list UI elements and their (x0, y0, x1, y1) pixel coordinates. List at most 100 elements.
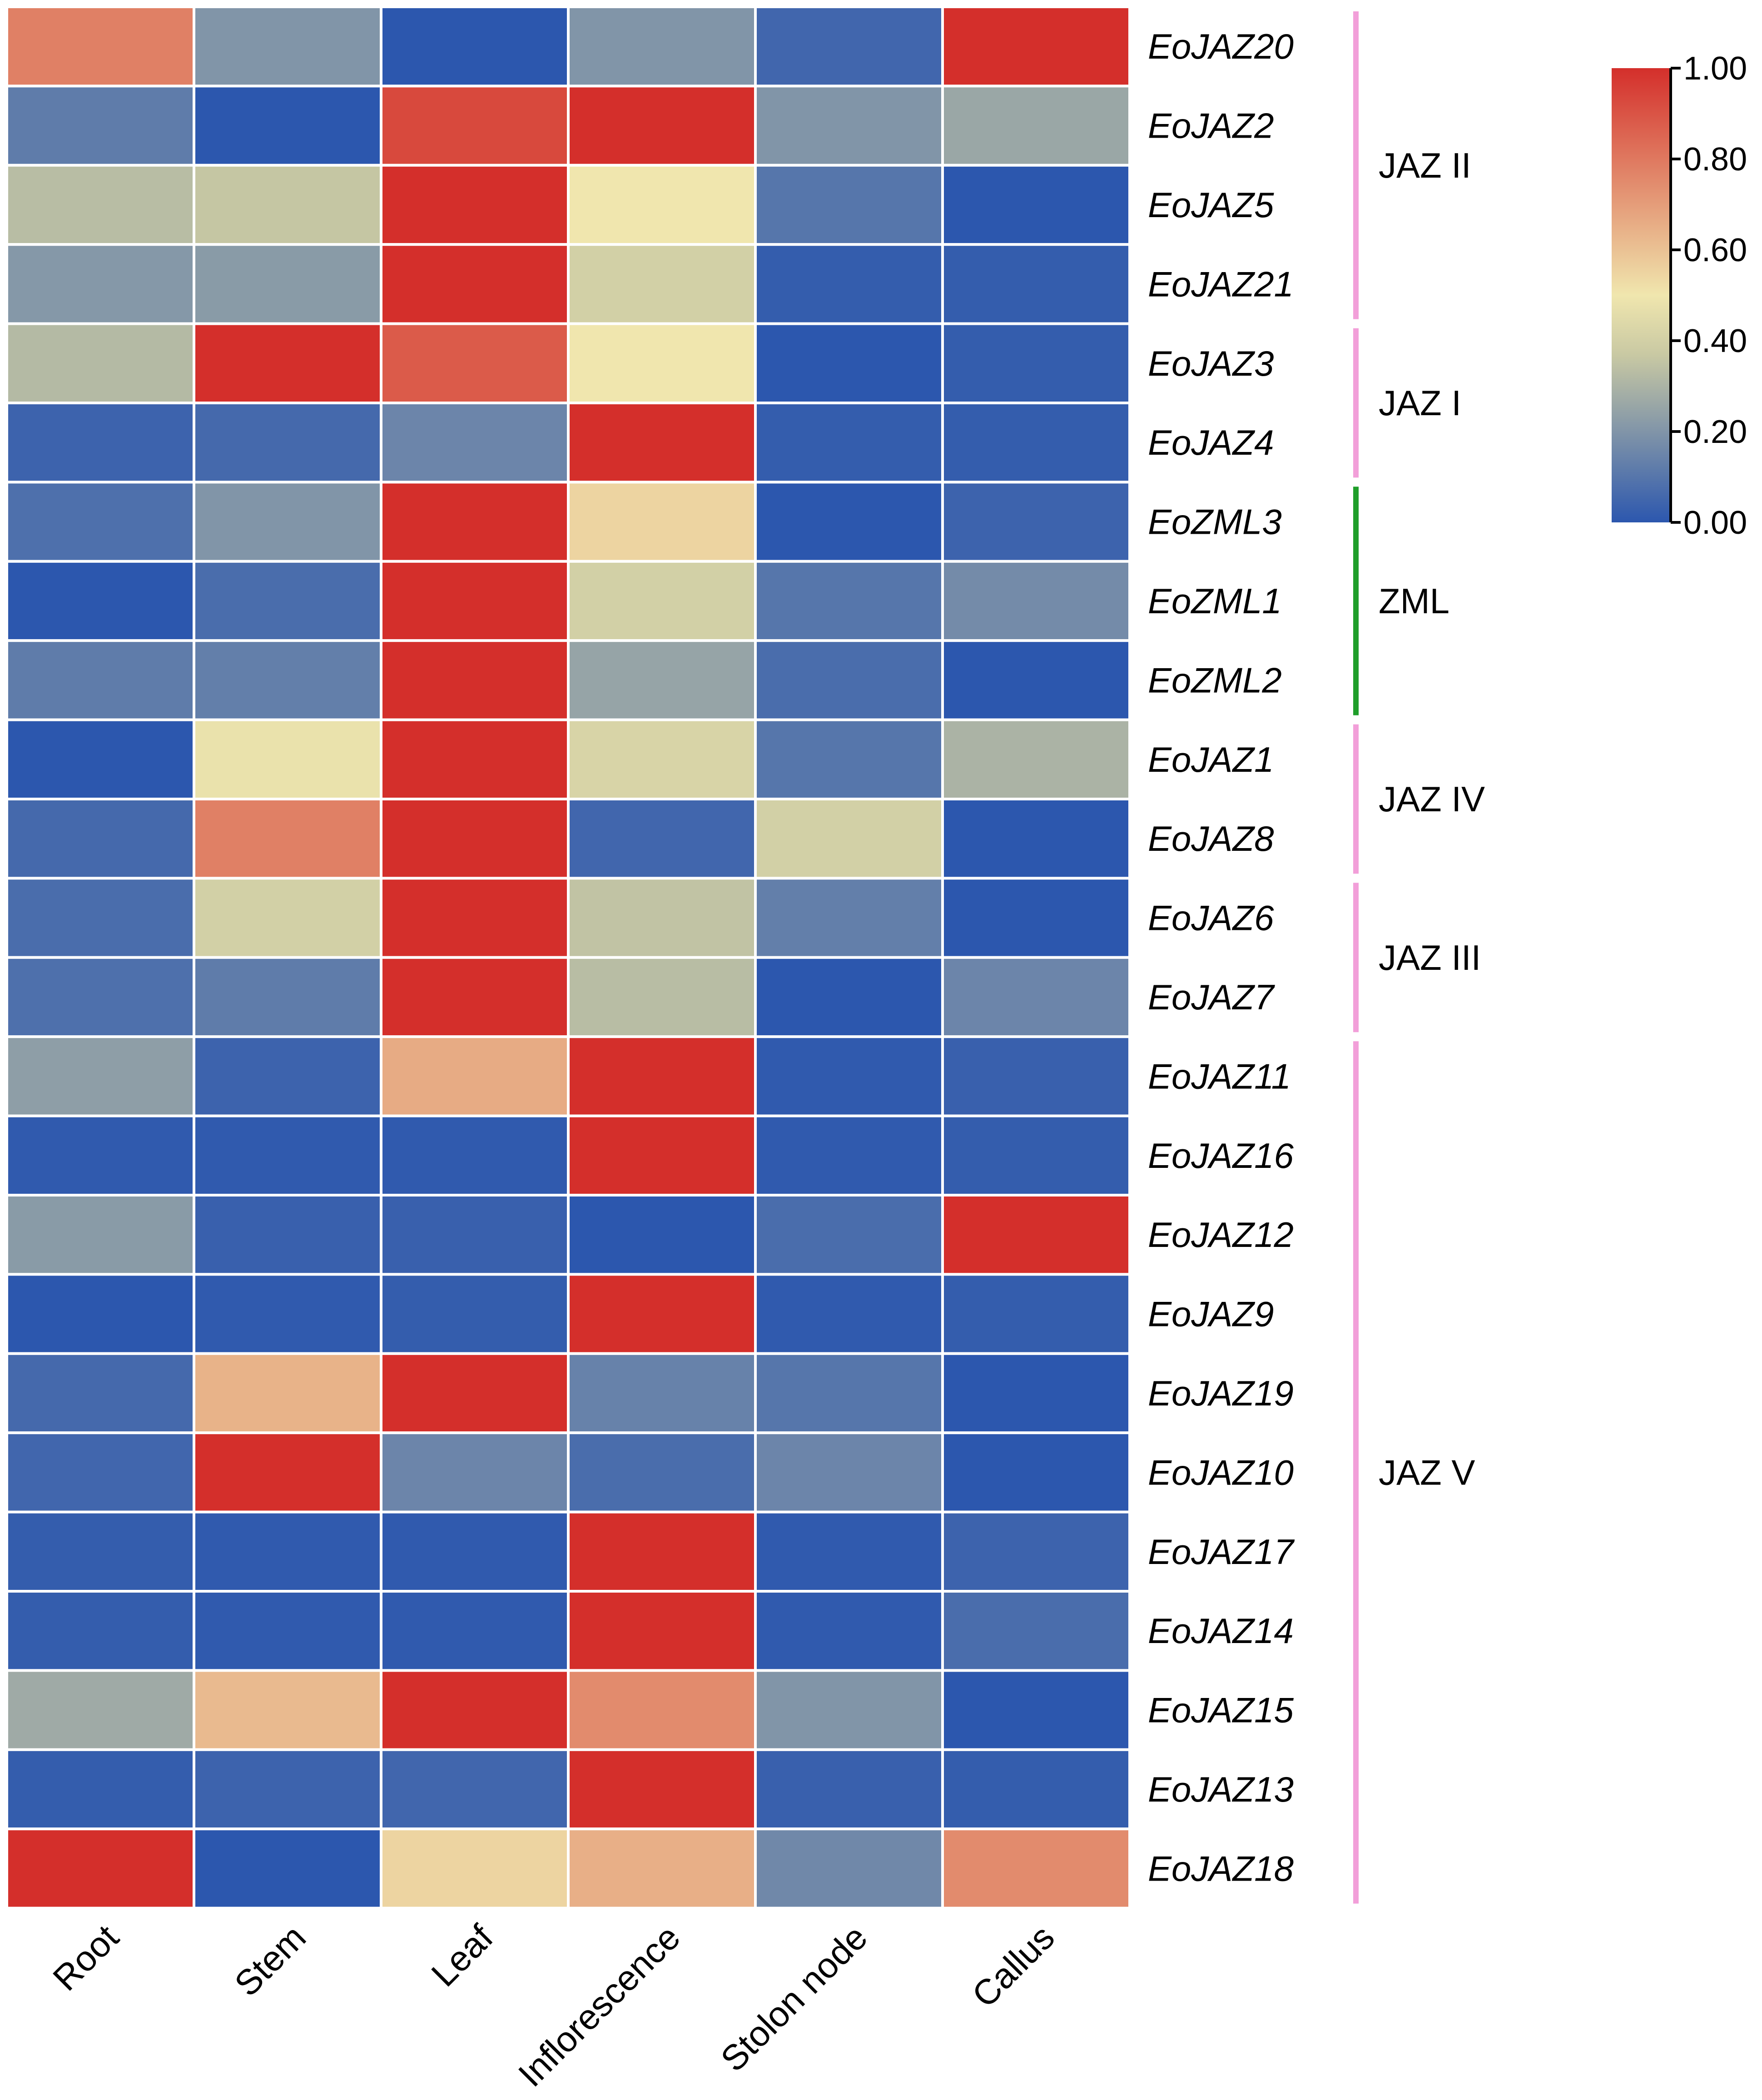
row-label: EoJAZ12 (1148, 1215, 1294, 1255)
heatmap-cell (941, 84, 1131, 167)
heatmap-cell (380, 1590, 570, 1672)
heatmap-cell (941, 1669, 1131, 1751)
heatmap-cell (941, 1510, 1131, 1593)
heatmap-cell (5, 243, 195, 325)
heatmap-cell (5, 5, 195, 88)
heatmap-cell (754, 84, 944, 167)
heatmap-cell (380, 243, 570, 325)
row-label: EoJAZ2 (1148, 106, 1274, 146)
heatmap-cell (193, 402, 382, 484)
heatmap-cell (754, 956, 944, 1038)
row-label: EoZML2 (1148, 660, 1282, 700)
heatmap-cell (193, 5, 382, 88)
heatmap-cell (5, 1431, 195, 1514)
row-label: EoJAZ5 (1148, 185, 1274, 225)
heatmap-cell (5, 84, 195, 167)
heatmap-cell (567, 1114, 757, 1197)
heatmap-cell (567, 718, 757, 800)
heatmap-cell (754, 402, 944, 484)
row-label: EoJAZ21 (1148, 264, 1294, 304)
heatmap-cell (567, 84, 757, 167)
heatmap-cell (193, 1114, 382, 1197)
heatmap-cell (941, 1273, 1131, 1355)
heatmap-cell (567, 639, 757, 721)
heatmap-cells (5, 5, 1131, 1910)
heatmap-cell (193, 481, 382, 563)
heatmap-cell (380, 1431, 570, 1514)
colorbar-tick-label: 0.20 (1683, 414, 1747, 450)
heatmap-cell (380, 164, 570, 246)
row-label: EoJAZ18 (1148, 1848, 1294, 1888)
heatmap-cell (941, 1827, 1131, 1910)
heatmap-cell (567, 243, 757, 325)
group-label: JAZ III (1379, 938, 1481, 978)
row-label: EoJAZ3 (1148, 343, 1274, 383)
column-label: Stolon node (713, 1917, 875, 2079)
heatmap-cell (5, 1273, 195, 1355)
heatmap-cell (380, 481, 570, 563)
heatmap-cell (941, 5, 1131, 88)
heatmap-cell (567, 877, 757, 959)
heatmap-cell (193, 1827, 382, 1910)
heatmap-cell (567, 1748, 757, 1831)
heatmap-cell (5, 877, 195, 959)
heatmap-cell (941, 639, 1131, 721)
heatmap-cell (193, 1748, 382, 1831)
heatmap-cell (941, 164, 1131, 246)
heatmap-cell (193, 1431, 382, 1514)
heatmap-cell (567, 481, 757, 563)
heatmap-cell (941, 956, 1131, 1038)
colorbar-tick-label: 1.00 (1683, 50, 1747, 87)
row-label: EoJAZ1 (1148, 740, 1274, 779)
row-label: EoJAZ19 (1148, 1373, 1294, 1413)
heatmap-cell (754, 5, 944, 88)
column-label: Inflorescence (511, 1917, 688, 2094)
heatmap-cell (380, 5, 570, 88)
heatmap-cell (193, 243, 382, 325)
heatmap-cell (380, 1035, 570, 1117)
heatmap-cell (5, 1194, 195, 1276)
row-labels: EoJAZ20 EoJAZ2 EoJAZ5 EoJAZ21 EoJAZ3 EoJAZ4 Eo… (1148, 26, 1295, 1888)
heatmap-cell (5, 1035, 195, 1117)
heatmap-cell (193, 322, 382, 404)
heatmap-cell (941, 1035, 1131, 1117)
row-label: EoJAZ11 (1148, 1056, 1291, 1096)
heatmap-cell (5, 956, 195, 1038)
column-label: Root (45, 1917, 126, 1998)
colorbar-tick-label: 0.40 (1683, 323, 1747, 359)
group-annotations: JAZ II JAZ I ZML JAZ IV JAZ III JAZ V (1353, 11, 1485, 1904)
row-label: EoJAZ20 (1148, 26, 1294, 66)
heatmap-cell (941, 1114, 1131, 1197)
heatmap-cell (5, 402, 195, 484)
group-label: JAZ V (1379, 1452, 1475, 1492)
heatmap-cell (754, 1748, 944, 1831)
heatmap-cell (754, 164, 944, 246)
colorbar-gradient (1612, 68, 1671, 522)
heatmap-cell (754, 322, 944, 404)
heatmap-cell (5, 718, 195, 800)
heatmap-cell (380, 639, 570, 721)
heatmap-cell (380, 1748, 570, 1831)
heatmap-cell (380, 84, 570, 167)
heatmap-cell (5, 798, 195, 880)
heatmap-cell (754, 560, 944, 642)
heatmap-cell (754, 1590, 944, 1672)
heatmap-cell (754, 1431, 944, 1514)
heatmap-cell (941, 481, 1131, 563)
heatmap-cell (193, 956, 382, 1038)
heatmap-cell (567, 956, 757, 1038)
heatmap-cell (941, 322, 1131, 404)
heatmap-cell (380, 798, 570, 880)
heatmap-cell (193, 798, 382, 880)
column-label: Leaf (423, 1917, 501, 1994)
heatmap-cell (567, 164, 757, 246)
heatmap-cell (567, 798, 757, 880)
heatmap-cell (193, 639, 382, 721)
colorbar-tick-label: 0.00 (1683, 505, 1747, 541)
heatmap-cell (380, 322, 570, 404)
row-label: EoJAZ7 (1148, 977, 1275, 1017)
heatmap-cell (5, 1669, 195, 1751)
heatmap-cell (193, 1194, 382, 1276)
heatmap-cell (567, 322, 757, 404)
heatmap-cell (567, 1035, 757, 1117)
